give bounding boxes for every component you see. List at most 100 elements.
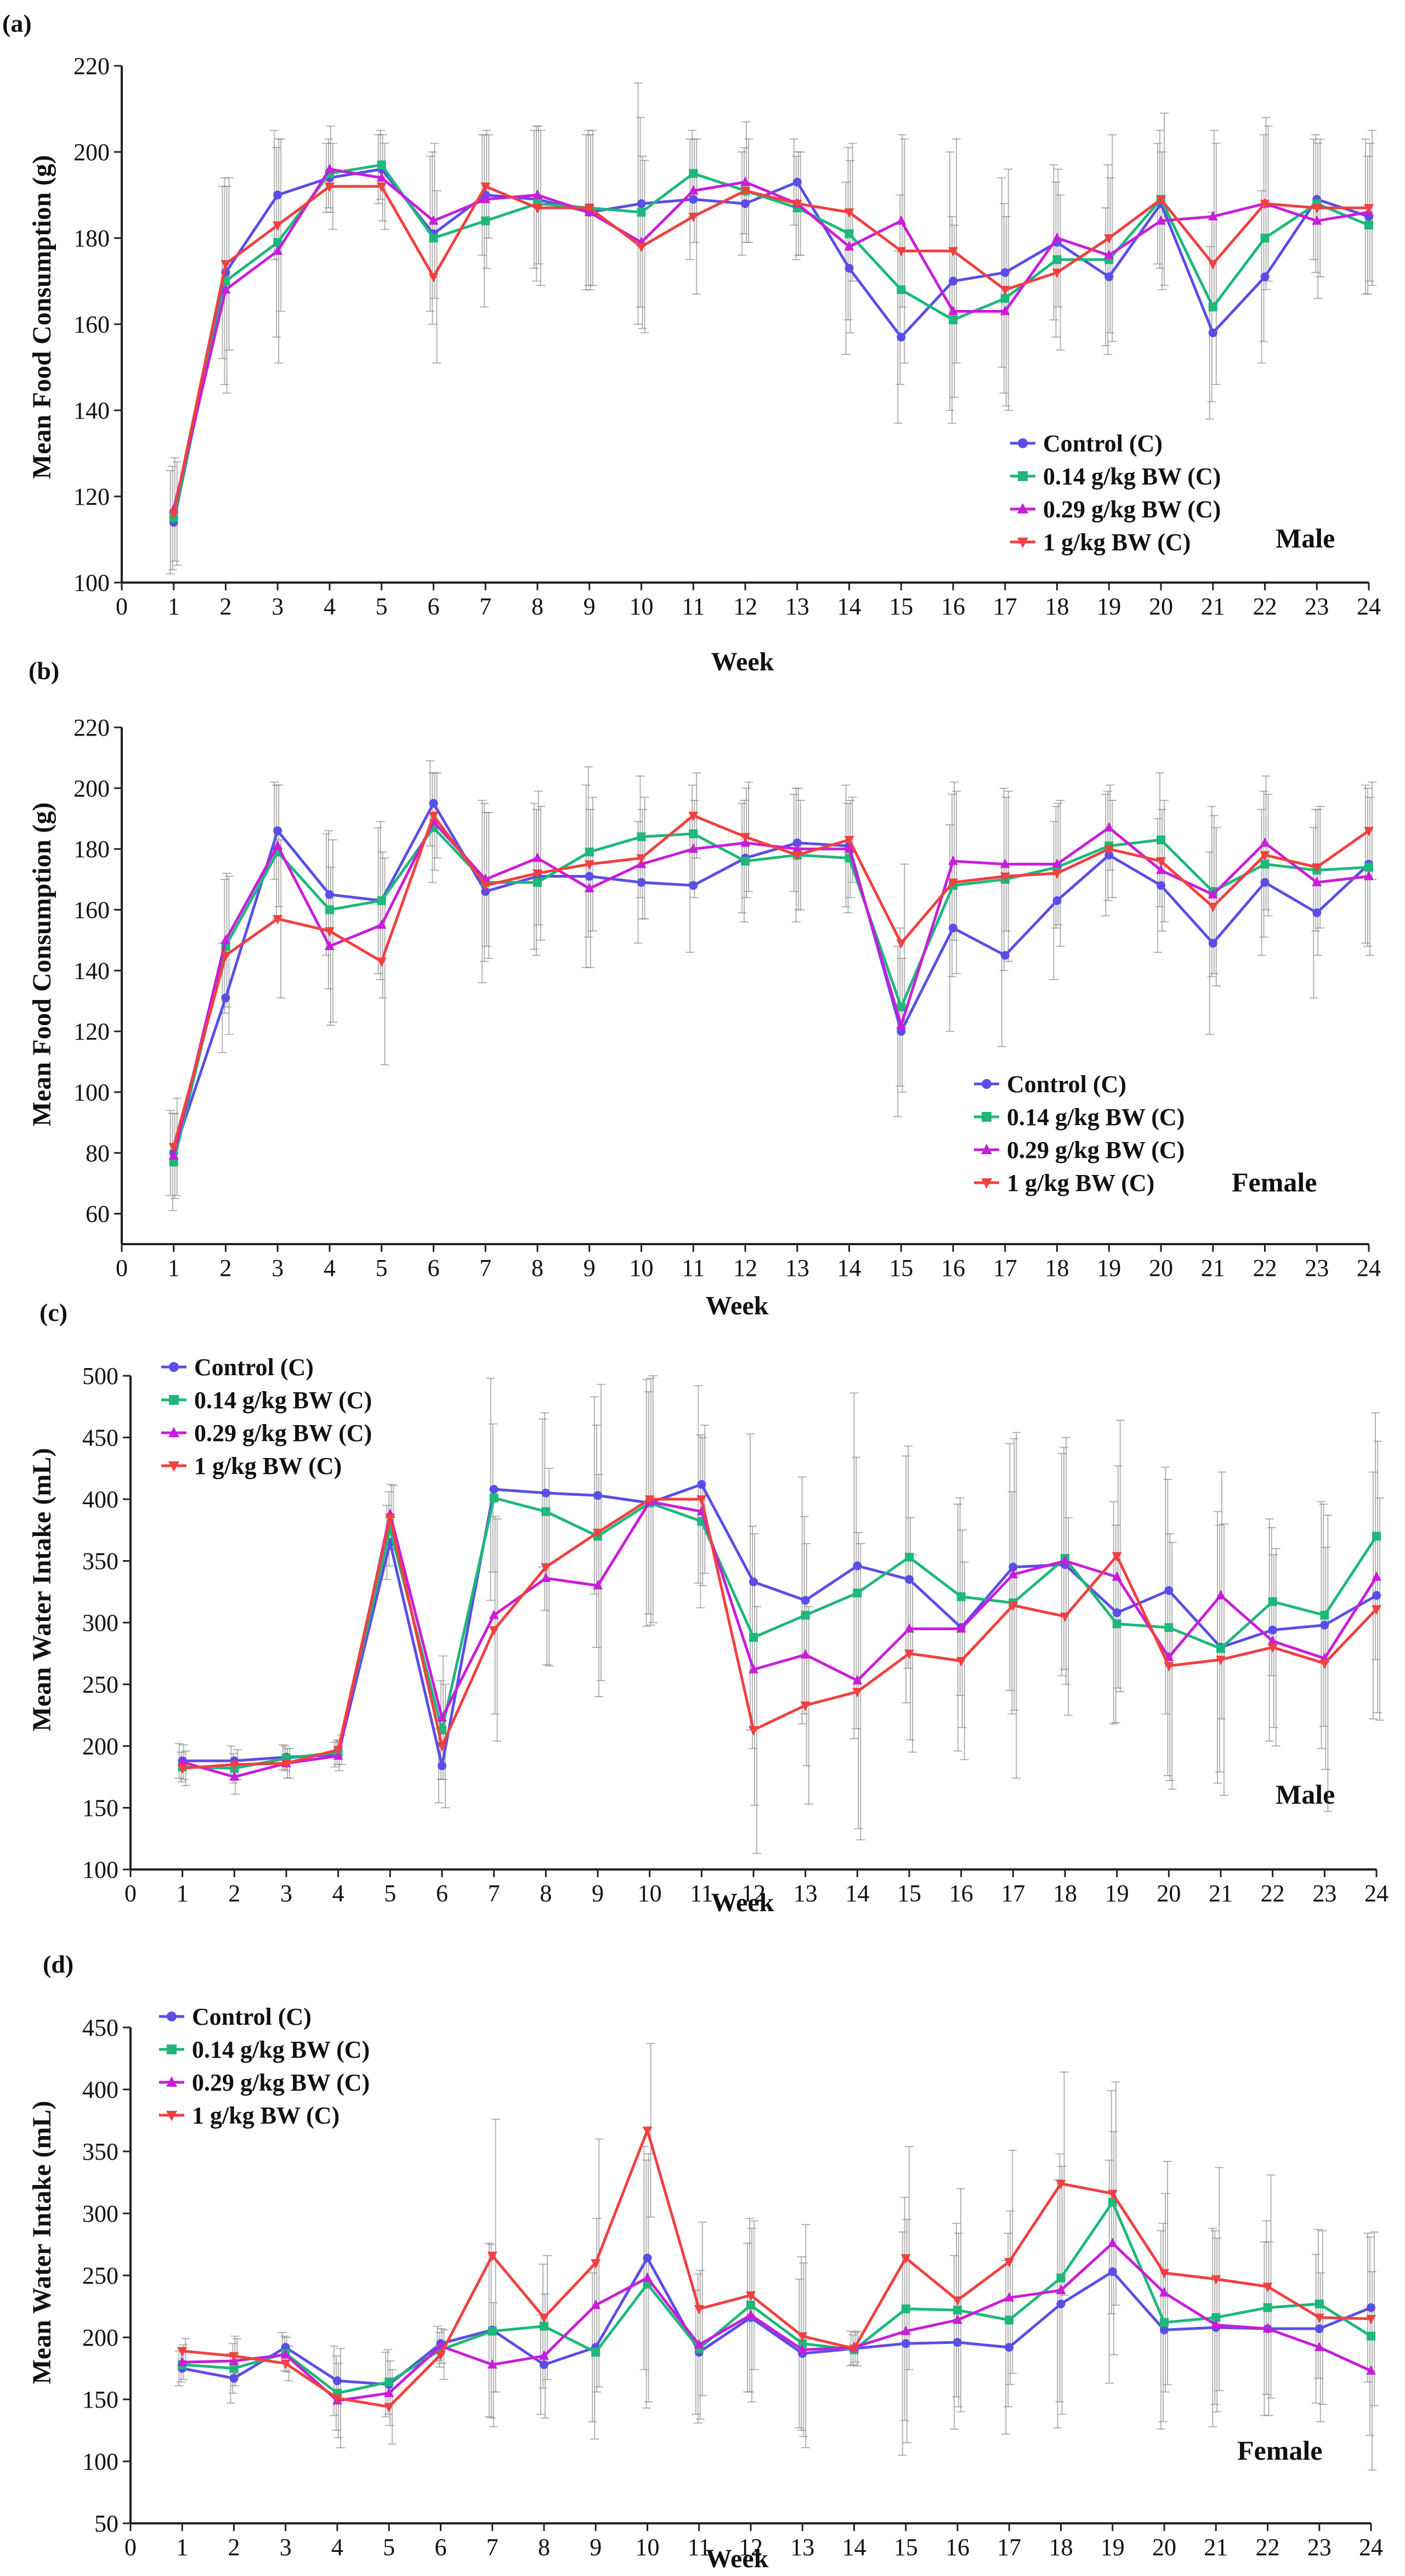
x-tick-label: 19	[1105, 1880, 1129, 1907]
data-point	[168, 1143, 179, 1153]
data-point	[1005, 2315, 1014, 2325]
x-tick-label: 15	[889, 593, 913, 620]
data-point	[1160, 2325, 1169, 2335]
data-point	[689, 169, 698, 178]
x-tick-label: 9	[590, 2534, 602, 2561]
data-point	[1312, 204, 1322, 214]
legend-entry: Control (C)	[161, 1354, 314, 1381]
x-tick-label: 8	[531, 1255, 543, 1281]
y-tick-label: 120	[73, 1018, 110, 1045]
x-tick-label: 8	[540, 1880, 552, 1907]
data-point	[1104, 822, 1114, 832]
data-point	[1104, 850, 1114, 860]
data-point	[688, 212, 699, 222]
x-tick-label: 14	[842, 2534, 866, 2561]
data-point	[1108, 2267, 1117, 2276]
x-tick-label: 18	[1053, 1880, 1077, 1907]
legend-marker	[982, 1112, 992, 1122]
sex-label: Female	[1232, 1167, 1317, 1197]
data-point	[956, 1657, 966, 1667]
series-line	[172, 167, 1369, 510]
data-point	[332, 2394, 342, 2404]
y-axis-title: Mean Food Consumption (g)	[27, 155, 56, 479]
x-tick-label: 23	[1305, 1255, 1329, 1281]
data-point	[1262, 2283, 1273, 2292]
data-point	[904, 1649, 914, 1659]
data-point	[1056, 2179, 1066, 2189]
y-axis-title: Mean Water Intake (mL)	[27, 2101, 56, 2385]
y-tick-label: 400	[82, 1486, 118, 1513]
data-point	[636, 242, 647, 252]
x-tick-label: 18	[1045, 1255, 1069, 1281]
data-point	[1000, 858, 1010, 868]
data-point	[792, 838, 802, 848]
y-tick-label: 180	[73, 836, 110, 863]
data-point	[1364, 827, 1374, 837]
data-point	[1372, 1571, 1381, 1581]
data-point	[541, 1507, 551, 1516]
data-point	[1156, 865, 1166, 874]
x-tick-label: 7	[479, 1255, 491, 1281]
x-tick-label: 18	[1049, 2534, 1073, 2561]
x-tick-label: 14	[845, 1880, 869, 1907]
series-1-g-kg-bw-c-	[168, 182, 1374, 519]
data-point	[273, 245, 283, 255]
y-axis-title: Mean Food Consumption (g)	[27, 803, 56, 1127]
data-point	[377, 160, 386, 170]
x-tick-label: 12	[733, 1255, 757, 1281]
series-1-g-kg-bw-c-	[168, 811, 1374, 1153]
data-point	[1211, 2275, 1221, 2285]
legend-label: Control (C)	[1043, 430, 1163, 457]
data-point	[1004, 2258, 1015, 2268]
y-tick-label: 450	[82, 1425, 118, 1451]
data-point	[1056, 2273, 1066, 2283]
legend-entry: 0.14 g/kg BW (C)	[974, 1104, 1185, 1131]
data-point	[1364, 221, 1373, 230]
data-point	[697, 1480, 706, 1489]
data-point	[438, 1761, 446, 1770]
data-point	[844, 208, 854, 218]
data-point	[384, 2403, 394, 2413]
legend-marker	[1018, 438, 1028, 448]
data-point	[1315, 2299, 1324, 2308]
data-point	[901, 2339, 910, 2348]
x-tick-label: 17	[1001, 1880, 1025, 1907]
data-point	[325, 163, 335, 173]
data-point	[901, 2304, 910, 2314]
x-tick-label: 3	[271, 1255, 284, 1281]
data-point	[1156, 215, 1166, 225]
data-point	[897, 1002, 906, 1012]
x-tick-label: 5	[376, 593, 388, 620]
data-point	[688, 843, 699, 853]
x-tick-label: 12	[741, 1880, 766, 1907]
data-point	[1211, 2319, 1221, 2329]
data-point	[1164, 1586, 1174, 1595]
data-point	[948, 878, 958, 888]
data-point	[281, 1759, 291, 1769]
data-point	[229, 1771, 240, 1781]
data-point	[333, 1745, 343, 1755]
x-tick-label: 6	[435, 2534, 447, 2561]
data-point	[949, 276, 958, 286]
data-point	[325, 905, 334, 914]
x-tick-label: 20	[1149, 1255, 1173, 1281]
data-point	[1364, 204, 1374, 214]
data-point	[740, 176, 750, 186]
data-point	[741, 856, 750, 866]
data-point	[532, 204, 542, 214]
data-point	[896, 247, 907, 257]
x-tick-label: 10	[630, 1255, 654, 1281]
x-tick-label: 23	[1307, 2534, 1332, 2561]
x-tick-label: 8	[538, 2534, 550, 2561]
data-point	[376, 182, 387, 192]
data-point	[800, 1701, 811, 1711]
data-point	[1367, 2331, 1375, 2341]
x-tick-label: 21	[1201, 593, 1225, 620]
data-point	[177, 1756, 188, 1766]
data-point	[591, 2259, 601, 2269]
data-point	[229, 1760, 240, 1770]
legend: Control (C) 0.14 g/kg BW (C) 0.29 g/kg B…	[1010, 430, 1221, 556]
data-point	[541, 1563, 551, 1573]
series-line	[182, 2129, 1372, 2409]
